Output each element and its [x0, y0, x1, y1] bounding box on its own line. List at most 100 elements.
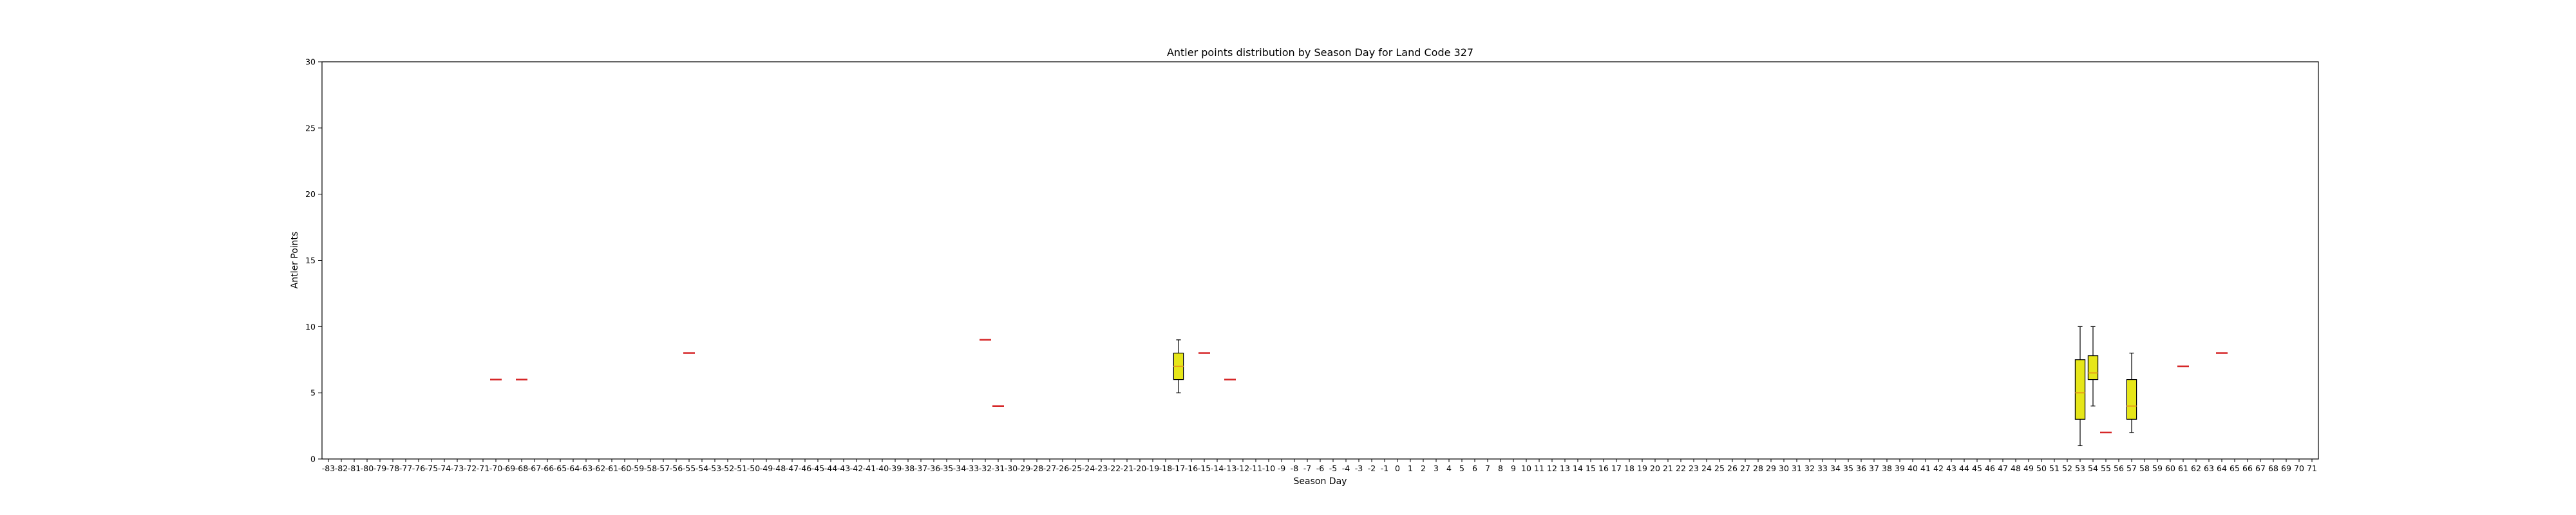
x-tick-label: -39	[889, 464, 902, 473]
x-tick-label: -14	[1211, 464, 1224, 473]
x-tick-label: 17	[1611, 464, 1622, 473]
x-tick-label: -2	[1368, 464, 1376, 473]
x-tick-label: -34	[953, 464, 966, 473]
x-tick-label: 16	[1598, 464, 1609, 473]
x-tick-label: -18	[1159, 464, 1172, 473]
x-tick-label: -47	[786, 464, 799, 473]
x-tick-label: -26	[1056, 464, 1069, 473]
x-tick-label: 46	[1985, 464, 1995, 473]
x-tick-label: -11	[1249, 464, 1262, 473]
x-tick-label: 51	[2049, 464, 2060, 473]
x-tick-label: -1	[1381, 464, 1388, 473]
x-tick-label: -76	[412, 464, 425, 473]
x-tick-label: -82	[335, 464, 348, 473]
x-tick-label: 71	[2307, 464, 2317, 473]
x-tick-label: -41	[863, 464, 876, 473]
x-tick-label: -65	[554, 464, 567, 473]
x-tick-label: -77	[399, 464, 412, 473]
x-tick-label: -5	[1329, 464, 1337, 473]
x-tick-label: -72	[464, 464, 477, 473]
x-tick-label: -17	[1172, 464, 1185, 473]
x-tick-label: 45	[1972, 464, 1982, 473]
y-tick-label: 10	[305, 322, 316, 332]
x-tick-label: 20	[1650, 464, 1660, 473]
x-tick-label: 44	[1959, 464, 1969, 473]
y-tick-label: 30	[305, 57, 316, 67]
y-axis-label: Antler Points	[290, 232, 300, 289]
x-tick-label: -22	[1108, 464, 1121, 473]
x-tick-label: 67	[2255, 464, 2266, 473]
x-tick-label: 0	[1395, 464, 1400, 473]
x-tick-label: 40	[1908, 464, 1918, 473]
x-tick-label: -3	[1355, 464, 1363, 473]
x-tick-label: 38	[1882, 464, 1892, 473]
x-axis-label: Season Day	[1294, 476, 1347, 487]
x-tick-label: -81	[348, 464, 361, 473]
x-tick-label: -57	[657, 464, 670, 473]
x-tick-label: -42	[850, 464, 863, 473]
x-tick-label: 54	[2088, 464, 2098, 473]
x-tick-label: -61	[605, 464, 618, 473]
x-tick-label: -83	[322, 464, 335, 473]
x-tick-label: 31	[1792, 464, 1802, 473]
x-tick-label: -45	[811, 464, 824, 473]
x-tick-label: 69	[2281, 464, 2291, 473]
x-tick-label: -78	[386, 464, 399, 473]
x-tick-label: 37	[1869, 464, 1879, 473]
x-tick-label: 28	[1753, 464, 1763, 473]
x-tick-label: 7	[1485, 464, 1490, 473]
x-tick-label: 65	[2230, 464, 2240, 473]
x-tick-label: 66	[2242, 464, 2253, 473]
x-tick-label: -38	[902, 464, 914, 473]
x-tick-label: -43	[837, 464, 850, 473]
x-tick-label: -58	[644, 464, 657, 473]
x-tick-label: -74	[438, 464, 451, 473]
x-tick-label: -51	[734, 464, 747, 473]
x-tick-label: 55	[2101, 464, 2111, 473]
x-tick-label: 62	[2191, 464, 2201, 473]
x-tick-label: 60	[2165, 464, 2175, 473]
x-tick-label: 52	[2062, 464, 2072, 473]
x-tick-label: 8	[1498, 464, 1503, 473]
x-tick-label: 42	[1933, 464, 1944, 473]
x-tick-label: 56	[2114, 464, 2124, 473]
x-tick-label: 68	[2268, 464, 2278, 473]
x-tick-label: 39	[1895, 464, 1905, 473]
plot-area-frame	[321, 61, 2319, 460]
x-tick-label: 34	[1830, 464, 1841, 473]
x-tick-label: 15	[1586, 464, 1596, 473]
x-tick-label: -49	[760, 464, 773, 473]
y-tick-label: 25	[305, 123, 316, 133]
x-tick-label: 32	[1804, 464, 1815, 473]
y-axis: 0 5 10 15 20 25 30	[305, 57, 322, 464]
x-tick-label: 59	[2152, 464, 2163, 473]
x-tick-label: -68	[515, 464, 528, 473]
x-tick-label: 14	[1573, 464, 1583, 473]
x-tick-label: -9	[1278, 464, 1286, 473]
x-axis: -83 -82 -81 -80 -79 -78 -77 -76 -75 -74 -73 -72 -71-…	[322, 459, 2317, 473]
x-tick-label: -33	[966, 464, 979, 473]
x-tick-label: -27	[1043, 464, 1056, 473]
x-tick-label: 25	[1714, 464, 1725, 473]
x-tick-label: 9	[1511, 464, 1516, 473]
x-tick-label: 2	[1421, 464, 1426, 473]
x-tick-label: 35	[1843, 464, 1853, 473]
x-tick-label: 21	[1663, 464, 1673, 473]
x-tick-label: 10	[1521, 464, 1531, 473]
x-tick-label: -54	[696, 464, 708, 473]
x-tick-label: -6	[1316, 464, 1325, 473]
x-tick-label: -55	[683, 464, 696, 473]
x-tick-label: -37	[914, 464, 927, 473]
x-tick-label: 19	[1637, 464, 1647, 473]
x-tick-label: 53	[2075, 464, 2085, 473]
x-tick-label: -53	[708, 464, 721, 473]
x-tick-label: -36	[927, 464, 940, 473]
x-tick-label: -28	[1030, 464, 1043, 473]
x-tick-label: -16	[1185, 464, 1198, 473]
x-tick-label: 26	[1727, 464, 1738, 473]
x-tick-label: -80	[361, 464, 374, 473]
x-tick-label: -20	[1133, 464, 1146, 473]
box-iqr	[2126, 379, 2137, 420]
